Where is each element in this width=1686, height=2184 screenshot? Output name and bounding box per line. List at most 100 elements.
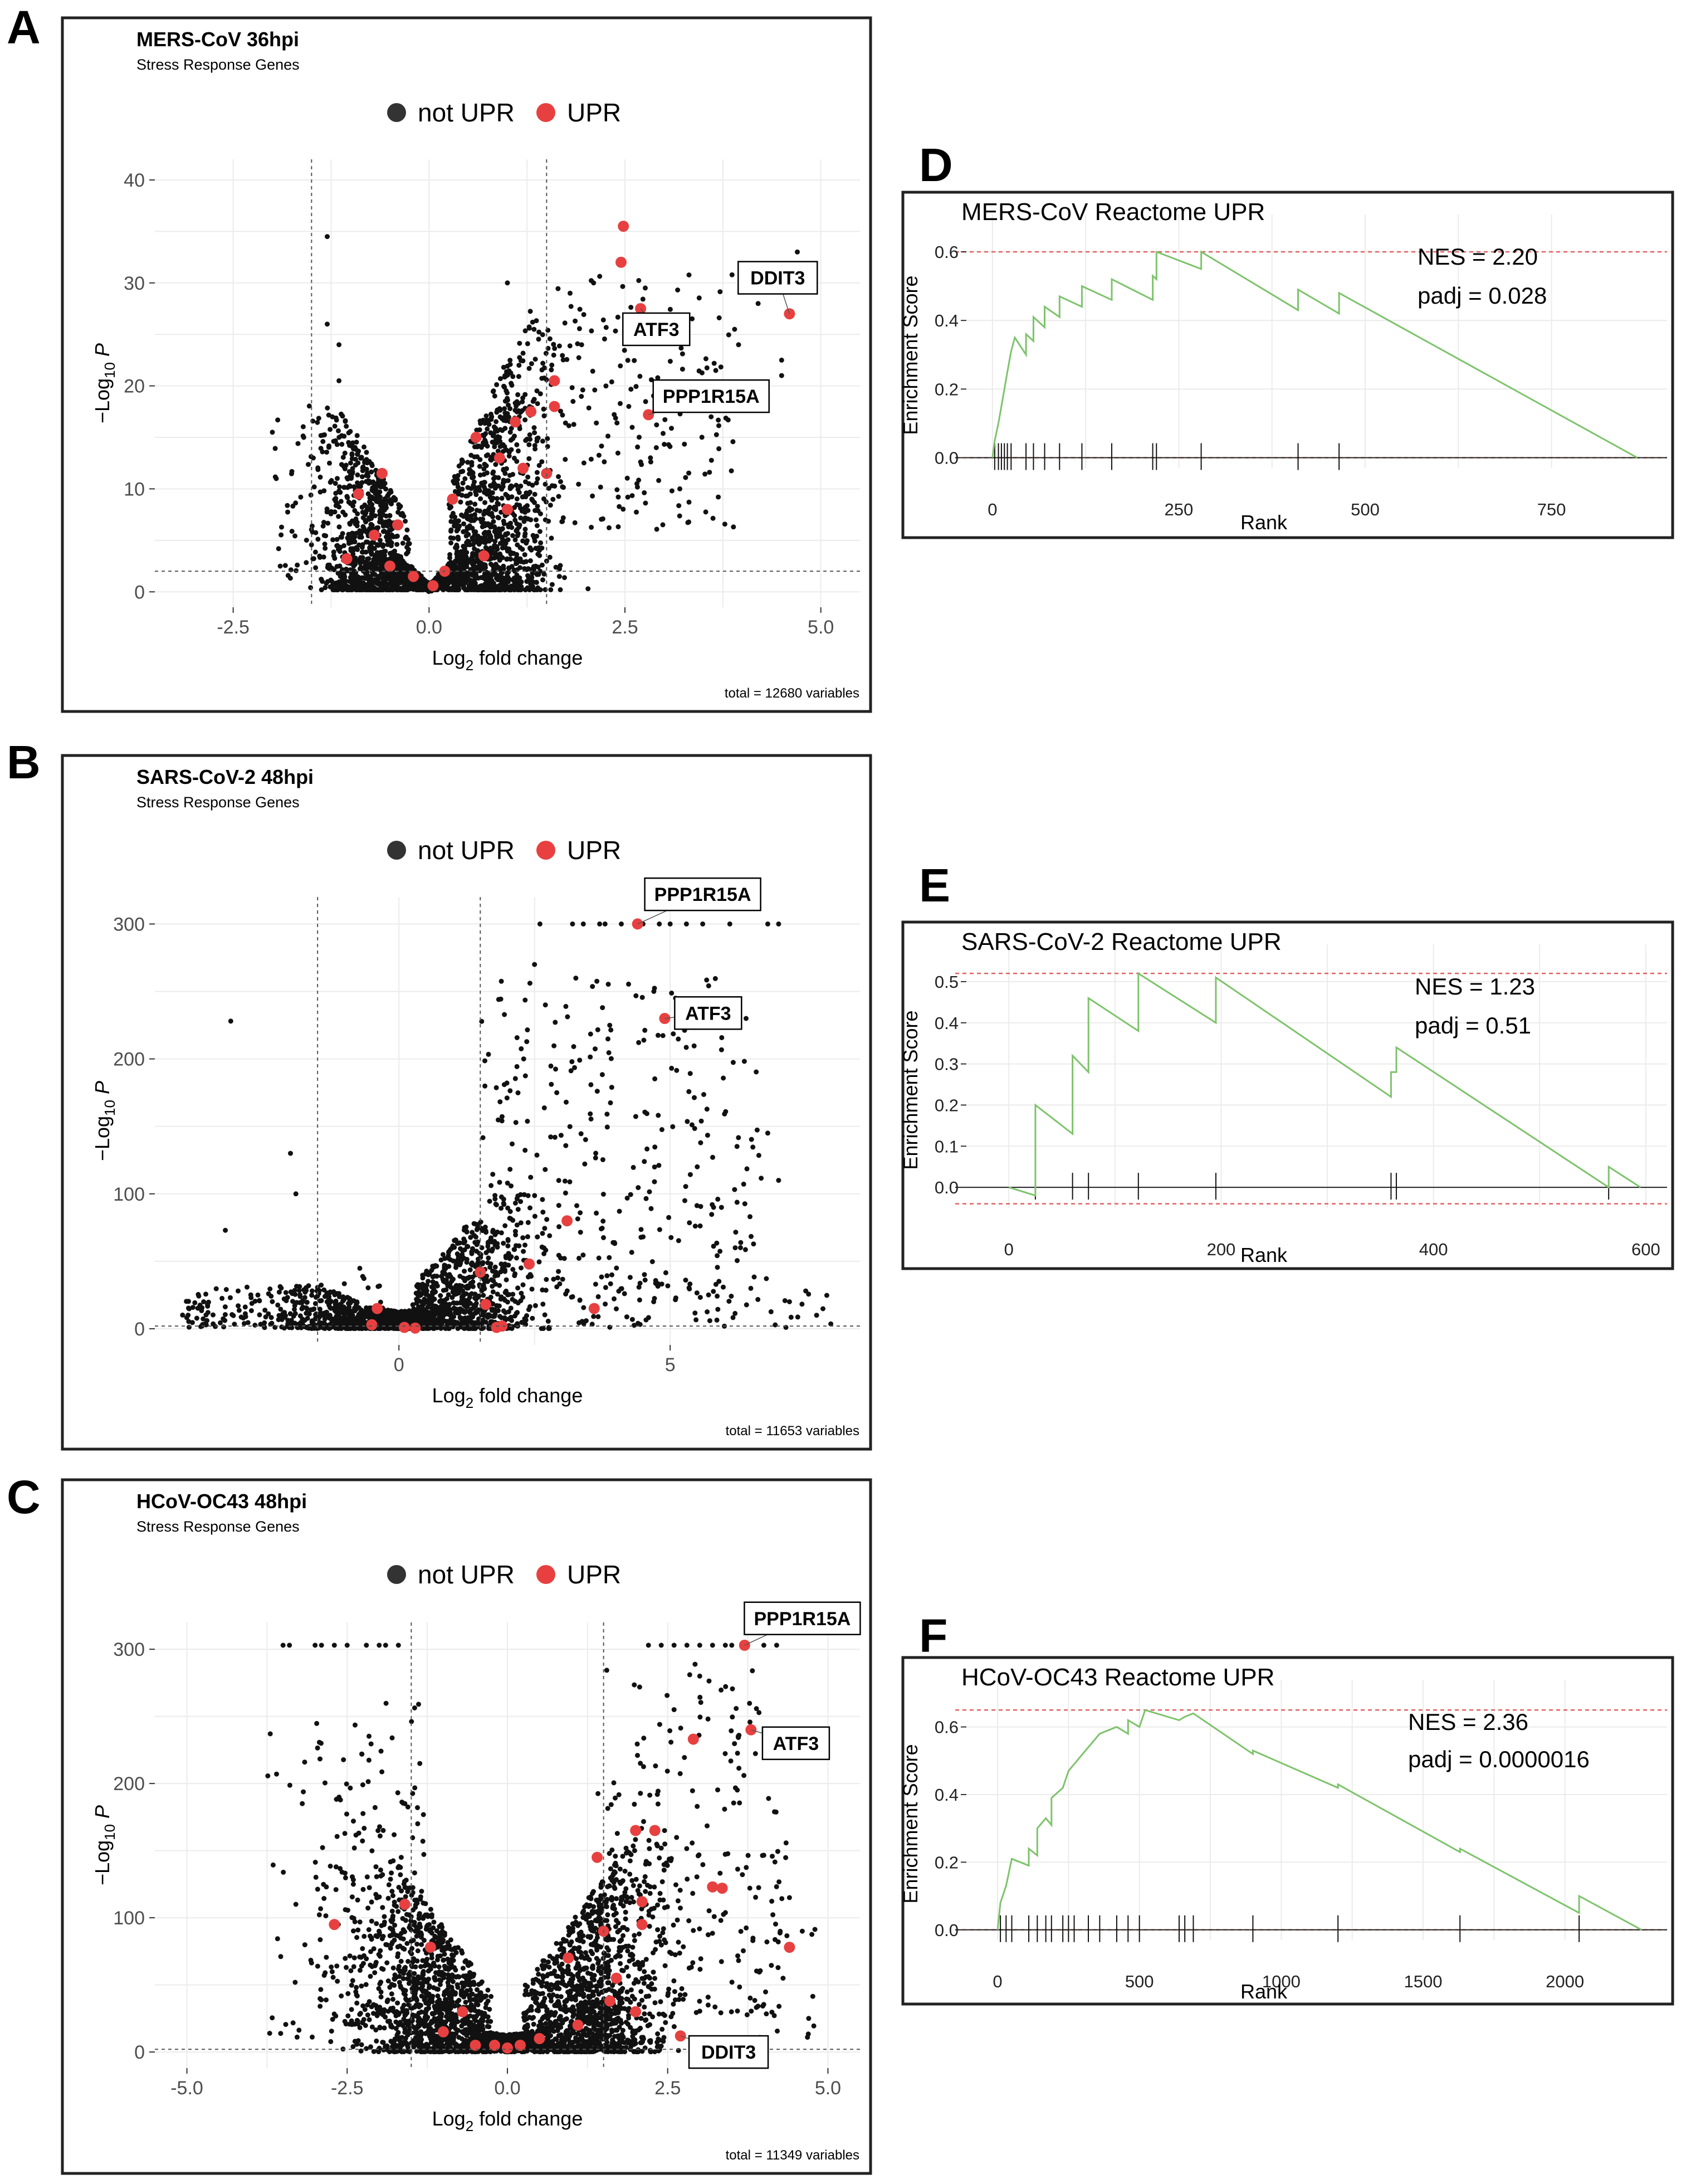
point-upr bbox=[549, 375, 560, 387]
point-not-upr bbox=[450, 1324, 456, 1329]
point-not-upr bbox=[405, 541, 411, 547]
point-not-upr bbox=[602, 459, 607, 465]
point-not-upr bbox=[389, 1311, 394, 1317]
point-not-upr bbox=[460, 1256, 465, 1262]
point-not-upr bbox=[594, 978, 600, 984]
point-not-upr bbox=[541, 413, 547, 418]
point-not-upr bbox=[535, 1234, 540, 1240]
point-not-upr bbox=[708, 457, 714, 463]
point-not-upr bbox=[468, 452, 474, 458]
point-not-upr bbox=[478, 445, 484, 450]
point-not-upr bbox=[469, 1260, 475, 1266]
point-not-upr bbox=[535, 476, 540, 481]
point-not-upr bbox=[552, 1134, 558, 1140]
point-not-upr bbox=[336, 514, 341, 519]
legend-marker-upr bbox=[536, 103, 555, 122]
point-not-upr bbox=[475, 536, 480, 542]
point-upr bbox=[384, 560, 395, 572]
point-not-upr bbox=[527, 981, 532, 986]
point-upr bbox=[478, 550, 490, 562]
point-not-upr bbox=[318, 433, 324, 438]
point-not-upr bbox=[330, 587, 336, 593]
point-not-upr bbox=[451, 1258, 456, 1264]
point-not-upr bbox=[353, 555, 358, 561]
point-not-upr bbox=[512, 1273, 517, 1279]
x-tick-label: 5.0 bbox=[808, 617, 834, 638]
point-not-upr bbox=[524, 538, 530, 543]
legend: not UPR UPR bbox=[387, 836, 621, 865]
point-not-upr bbox=[577, 1057, 583, 1063]
point-not-upr bbox=[599, 443, 604, 449]
point-not-upr bbox=[560, 1276, 565, 1282]
point-not-upr bbox=[444, 1296, 449, 1301]
point-not-upr bbox=[576, 481, 581, 487]
point-not-upr bbox=[508, 1314, 514, 1320]
point-not-upr bbox=[404, 551, 409, 557]
point-not-upr bbox=[490, 1227, 496, 1233]
point-not-upr bbox=[365, 473, 371, 479]
point-not-upr bbox=[400, 540, 405, 546]
point-not-upr bbox=[606, 1050, 612, 1055]
point-not-upr bbox=[358, 484, 363, 489]
point-not-upr bbox=[472, 552, 478, 558]
point-not-upr bbox=[582, 1161, 588, 1167]
y-axis-label-italic: P bbox=[91, 343, 114, 357]
point-not-upr bbox=[448, 519, 454, 524]
point-not-upr bbox=[506, 402, 511, 408]
point-not-upr bbox=[571, 422, 576, 427]
point-not-upr bbox=[490, 1284, 495, 1289]
point-not-upr bbox=[522, 587, 528, 593]
point-not-upr bbox=[477, 457, 483, 462]
point-not-upr bbox=[556, 1224, 562, 1230]
point-not-upr bbox=[649, 1259, 655, 1264]
point-not-upr bbox=[540, 332, 545, 338]
point-not-upr bbox=[397, 579, 402, 584]
point-not-upr bbox=[448, 540, 454, 545]
point-not-upr bbox=[451, 1276, 456, 1282]
point-not-upr bbox=[676, 1238, 681, 1244]
point-not-upr bbox=[603, 1285, 608, 1290]
point-not-upr bbox=[599, 516, 604, 522]
point-not-upr bbox=[478, 496, 483, 501]
point-not-upr bbox=[609, 1085, 614, 1090]
point-not-upr bbox=[484, 470, 490, 476]
point-not-upr bbox=[716, 423, 721, 428]
point-not-upr bbox=[538, 540, 544, 545]
point-not-upr bbox=[294, 568, 299, 573]
point-not-upr bbox=[578, 1131, 584, 1137]
point-not-upr bbox=[431, 1313, 436, 1319]
point-not-upr bbox=[315, 537, 321, 542]
point-not-upr bbox=[603, 383, 609, 389]
point-not-upr bbox=[483, 1230, 488, 1235]
point-not-upr bbox=[380, 511, 385, 517]
panel-frame bbox=[61, 16, 872, 713]
point-not-upr bbox=[642, 1272, 647, 1278]
point-not-upr bbox=[708, 414, 714, 420]
point-not-upr bbox=[483, 413, 489, 418]
point-not-upr bbox=[629, 493, 635, 499]
point-not-upr bbox=[527, 489, 532, 495]
point-not-upr bbox=[542, 1312, 548, 1318]
point-not-upr bbox=[313, 565, 319, 571]
point-not-upr bbox=[338, 499, 344, 504]
x-axis-label-rest: fold change bbox=[473, 646, 583, 669]
point-not-upr bbox=[315, 467, 321, 472]
point-not-upr bbox=[488, 1294, 493, 1300]
point-not-upr bbox=[410, 1302, 416, 1308]
point-not-upr bbox=[343, 418, 348, 423]
point-not-upr bbox=[371, 559, 377, 565]
point-not-upr bbox=[290, 503, 296, 509]
point-not-upr bbox=[312, 549, 318, 555]
point-not-upr bbox=[304, 560, 309, 566]
point-not-upr bbox=[470, 572, 475, 578]
point-not-upr bbox=[605, 433, 610, 439]
point-not-upr bbox=[540, 1301, 546, 1307]
point-not-upr bbox=[322, 545, 328, 551]
point-not-upr bbox=[569, 1059, 575, 1065]
data-points bbox=[270, 221, 800, 594]
point-not-upr bbox=[505, 531, 510, 536]
point-not-upr bbox=[716, 417, 721, 423]
point-not-upr bbox=[510, 533, 515, 538]
point-not-upr bbox=[510, 1141, 515, 1147]
point-not-upr bbox=[278, 532, 284, 538]
